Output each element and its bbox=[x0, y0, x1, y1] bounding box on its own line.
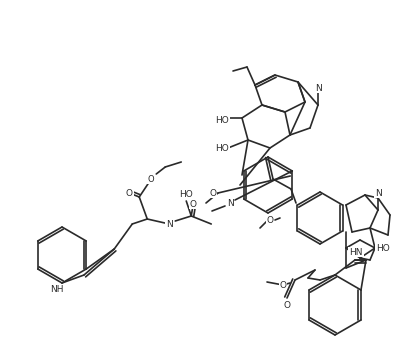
Text: O: O bbox=[280, 281, 286, 290]
Text: HO: HO bbox=[215, 144, 229, 152]
Text: HO: HO bbox=[215, 116, 229, 125]
Text: N: N bbox=[375, 188, 381, 197]
Text: HO: HO bbox=[376, 243, 390, 252]
Text: O: O bbox=[126, 188, 133, 197]
Text: O: O bbox=[190, 200, 197, 208]
Text: O: O bbox=[210, 188, 217, 197]
Text: HN: HN bbox=[349, 247, 363, 256]
Text: HO: HO bbox=[179, 190, 193, 198]
Text: N: N bbox=[166, 220, 173, 228]
Text: O: O bbox=[267, 216, 274, 225]
Text: O: O bbox=[284, 301, 290, 310]
Text: O: O bbox=[148, 175, 155, 183]
Text: NH: NH bbox=[50, 286, 64, 295]
Text: N: N bbox=[315, 84, 321, 92]
Text: N: N bbox=[227, 198, 234, 207]
